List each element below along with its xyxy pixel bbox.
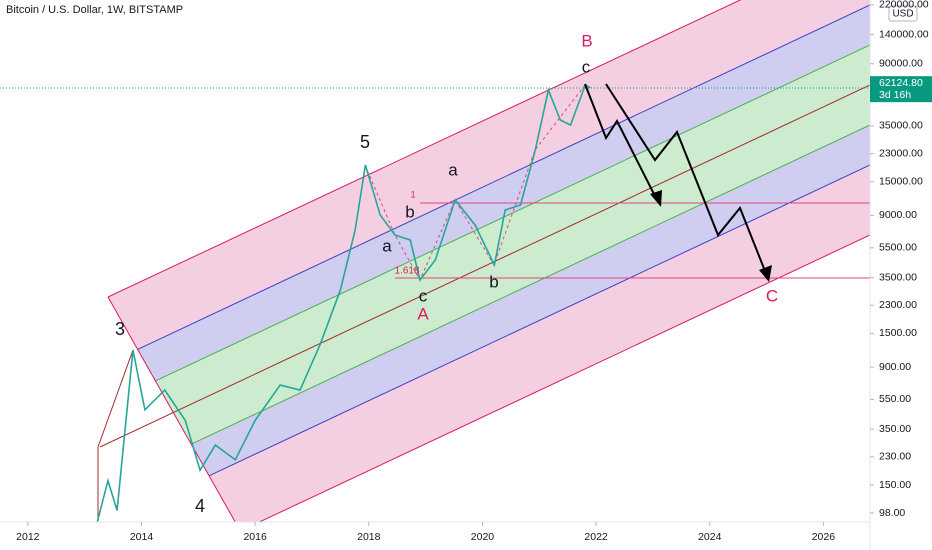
y-tick-label: 140000.00 bbox=[879, 28, 929, 40]
channel-line bbox=[155, 44, 870, 382]
chart-title: Bitcoin / U.S. Dollar, 1W, BITSTAMP bbox=[6, 4, 183, 16]
wave-label: c bbox=[582, 57, 591, 76]
y-tick-label: 1500.00 bbox=[879, 327, 917, 339]
currency: USD bbox=[892, 9, 913, 20]
x-tick-label: 2016 bbox=[243, 531, 267, 543]
wave-label: b bbox=[489, 272, 498, 291]
wave-label: a bbox=[448, 160, 458, 179]
x-tick-label: 2012 bbox=[16, 531, 40, 543]
y-tick-label: 350.00 bbox=[879, 423, 911, 435]
x-tick-label: 2014 bbox=[130, 531, 154, 543]
channel-line bbox=[190, 124, 870, 445]
price-line-series bbox=[96, 83, 591, 522]
wave-label: 1.618 bbox=[394, 266, 419, 277]
arrow bbox=[605, 83, 768, 277]
wave-label: b bbox=[405, 202, 414, 221]
x-tick-label: 2026 bbox=[812, 531, 836, 543]
arrow bbox=[584, 83, 658, 201]
y-tick-label: 15000.00 bbox=[879, 176, 923, 188]
countdown: 3d 16h bbox=[879, 89, 911, 101]
y-tick-label: 98.00 bbox=[879, 507, 905, 519]
y-tick-label: 5500.00 bbox=[879, 242, 917, 254]
band bbox=[191, 125, 870, 476]
arrowhead bbox=[759, 265, 772, 282]
y-tick-label: 3500.00 bbox=[879, 271, 917, 283]
channel-line bbox=[137, 4, 870, 350]
last-price-label: 62124.80 bbox=[879, 77, 923, 89]
channel-line bbox=[208, 164, 870, 477]
band bbox=[108, 0, 870, 350]
y-tick-label: 220000.00 bbox=[879, 0, 929, 11]
y-tick-label: 23000.00 bbox=[879, 147, 923, 159]
channel-edge bbox=[107, 296, 236, 522]
y-tick-label: 550.00 bbox=[879, 393, 911, 405]
median-line bbox=[99, 84, 870, 448]
channel-line bbox=[258, 234, 870, 522]
wave-label: 5 bbox=[360, 132, 370, 152]
wave-label: B bbox=[581, 31, 592, 50]
x-tick-label: 2018 bbox=[357, 531, 381, 543]
wave-label: 1 bbox=[410, 189, 415, 199]
x-tick-label: 2022 bbox=[584, 531, 608, 543]
wave-label: 4 bbox=[195, 496, 205, 516]
y-tick-label: 150.00 bbox=[879, 479, 911, 491]
y-tick-label: 230.00 bbox=[879, 451, 911, 463]
band bbox=[209, 165, 870, 522]
y-tick-label: 90000.00 bbox=[879, 58, 923, 70]
wave-label: A bbox=[417, 304, 429, 323]
wave-label: C bbox=[766, 286, 778, 305]
arrowhead bbox=[650, 190, 662, 207]
y-tick-label: 900.00 bbox=[879, 361, 911, 373]
wave-label: a bbox=[382, 236, 392, 255]
last-price-badge bbox=[870, 76, 932, 103]
y-tick-label: 2300.00 bbox=[879, 299, 917, 311]
wave-label: c bbox=[419, 286, 428, 305]
wave-label: 3 bbox=[115, 319, 125, 339]
band bbox=[137, 5, 870, 381]
band bbox=[173, 85, 870, 445]
channel-line bbox=[107, 0, 742, 298]
y-tick-label: 35000.00 bbox=[879, 120, 923, 132]
handle-line bbox=[97, 349, 134, 448]
x-tick-label: 2020 bbox=[471, 531, 495, 543]
y-tick-label: 9000.00 bbox=[879, 209, 917, 221]
currency-box[interactable] bbox=[888, 5, 918, 22]
channel bbox=[0, 0, 870, 522]
x-tick-label: 2024 bbox=[698, 531, 722, 543]
x-axis-panel bbox=[0, 522, 870, 550]
band bbox=[155, 45, 870, 413]
